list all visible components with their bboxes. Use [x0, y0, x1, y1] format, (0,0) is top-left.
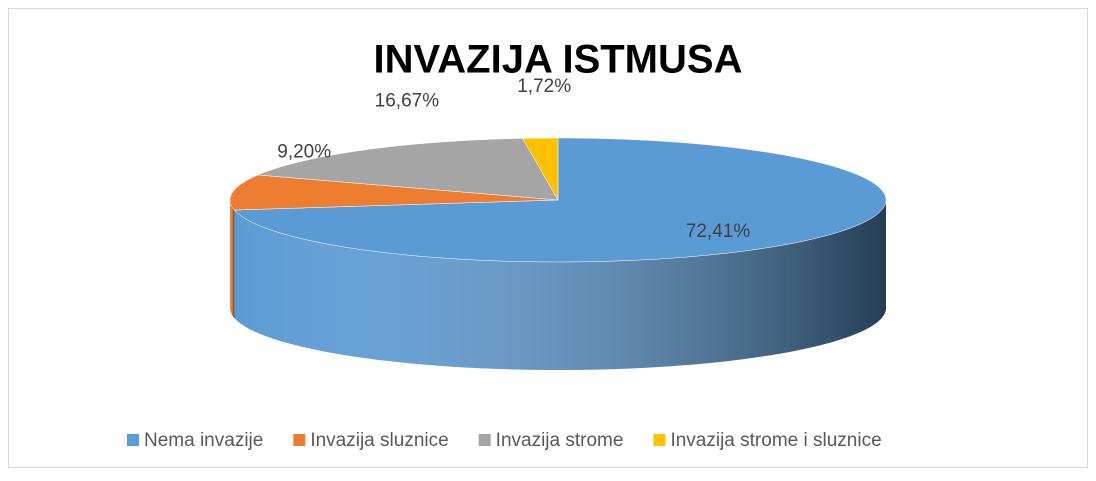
- slice: [233, 137, 887, 263]
- legend-label: Nema invazije: [144, 430, 263, 451]
- slice-side: [230, 200, 235, 319]
- data-label: 9,20%: [277, 142, 331, 163]
- legend-swatch: [293, 434, 306, 446]
- slice: [522, 137, 559, 201]
- data-label: 16,67%: [375, 90, 440, 111]
- chart-title: INVAZIJA ISTMUSA: [374, 38, 743, 82]
- legend: Nema invazije Invazija sluznice Invazija s…: [127, 430, 882, 451]
- legend-swatch: [127, 434, 139, 446]
- data-label: 1,72%: [517, 76, 571, 97]
- data-label: 72,41%: [686, 221, 751, 242]
- legend-swatch: [478, 434, 491, 446]
- slice: [229, 174, 559, 211]
- legend-label: Invazija sluznice: [310, 430, 448, 451]
- legend-label: Invazija strome i sluznice: [670, 430, 881, 451]
- slice: [257, 138, 559, 201]
- legend-swatch: [653, 434, 666, 446]
- legend-label: Invazija strome: [496, 430, 624, 451]
